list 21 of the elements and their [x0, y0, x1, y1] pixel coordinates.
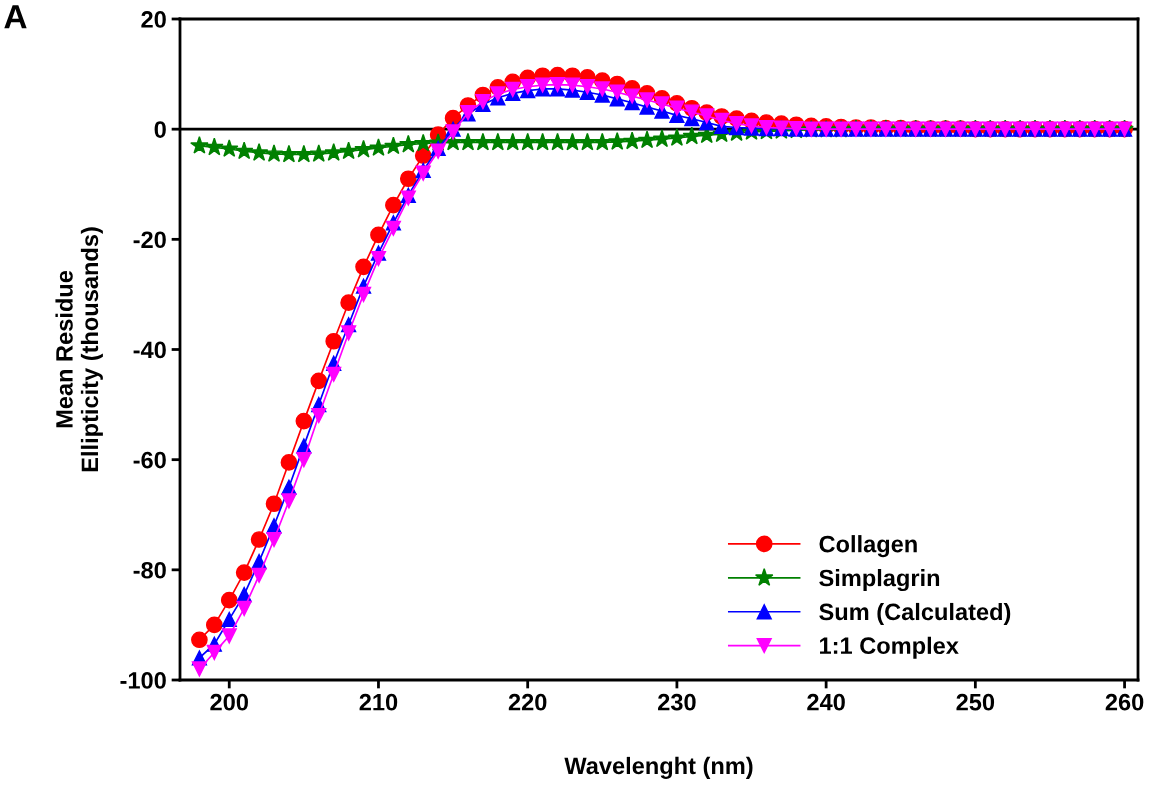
legend-label: Sum (Calculated)	[819, 602, 1011, 625]
x-tick-label: 250	[956, 693, 995, 711]
y-tick-label: -60	[133, 451, 166, 469]
text: A	[4, 5, 27, 29]
x-axis-title: Wavelenght (nm)	[564, 756, 753, 779]
y-tick-label: -40	[133, 341, 166, 359]
x-tick-label: 240	[807, 693, 845, 711]
x-tick-label: 220	[508, 693, 547, 711]
x-tick-label: 230	[658, 693, 696, 711]
legend-label: Simplagrin	[819, 569, 940, 592]
y-tick-label: 20	[141, 11, 166, 28]
y-tick-label: -20	[133, 231, 166, 249]
legend-label: Collagen	[819, 535, 917, 558]
y-tick-label: -100	[120, 672, 166, 689]
x-tick-label: 200	[210, 693, 248, 711]
x-tick-label: 260	[1105, 693, 1144, 711]
y-axis-title: Mean Residue Ellipticity (thousands)	[55, 227, 103, 472]
legend-label: 1:1 Complex	[820, 636, 959, 659]
x-tick-label: 210	[359, 693, 398, 711]
y-tick-label: -80	[133, 561, 166, 579]
y-tick-label: 0	[154, 121, 166, 138]
